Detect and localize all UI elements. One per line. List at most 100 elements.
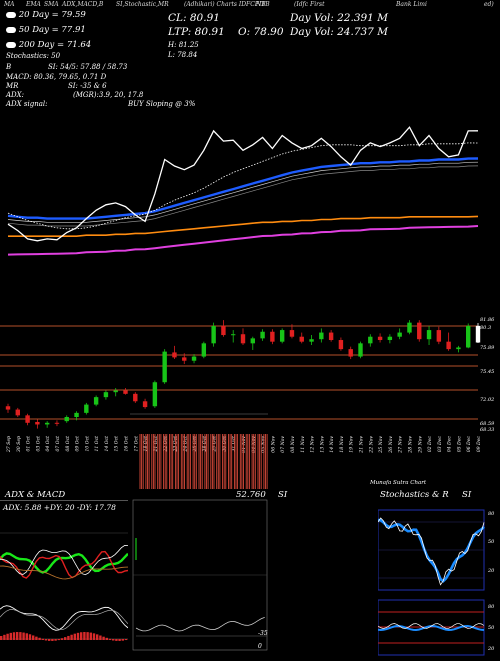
candle-body bbox=[358, 343, 363, 357]
day-volume: Day Vol: 22.391 M bbox=[290, 12, 388, 24]
date-label: 17 Oct bbox=[133, 436, 139, 452]
adx-legend: (MGR):3.9, 20, 17.8 bbox=[73, 91, 144, 99]
candle-body bbox=[466, 325, 471, 348]
footer-note: Munafa Sutra Chart bbox=[370, 480, 427, 486]
rsi-signal-line bbox=[378, 623, 485, 629]
volume-chart bbox=[139, 434, 268, 489]
candle-body bbox=[426, 330, 432, 340]
macd-histogram-bar bbox=[102, 636, 105, 640]
mid-zero-label: 0 bbox=[258, 643, 262, 650]
rsi-level-label: 20 bbox=[487, 646, 495, 652]
date-label: 03 Oct bbox=[35, 436, 41, 452]
adx-panel-title: ADX & MACD bbox=[5, 490, 66, 500]
rsi-level-label: 50 bbox=[488, 625, 495, 631]
ma50-legend: 50 Day = 77.91 bbox=[6, 25, 86, 35]
macd-histogram-bar bbox=[76, 632, 80, 640]
header-item: ed) bbox=[484, 1, 494, 8]
date-label: 21 Oct bbox=[153, 436, 159, 453]
envelope-line bbox=[7, 161, 479, 223]
macd-histogram-bar bbox=[70, 634, 73, 640]
candle-body bbox=[270, 331, 275, 342]
macd-histogram-bar bbox=[64, 637, 67, 640]
macd-histogram-bar bbox=[16, 632, 19, 640]
macd-histogram-bar bbox=[57, 639, 60, 641]
macd-histogram-bar bbox=[25, 633, 28, 640]
close-price-line bbox=[7, 126, 479, 242]
macd-histogram-bar bbox=[54, 639, 57, 641]
ma20-swatch bbox=[6, 11, 16, 18]
candle-body bbox=[15, 409, 20, 416]
candle-body bbox=[93, 397, 99, 405]
date-label: 06 Nov bbox=[270, 436, 276, 453]
header-item: ADX,MACD,B bbox=[62, 1, 104, 8]
macd-histogram-bar bbox=[22, 632, 25, 640]
header-ma: MA bbox=[4, 1, 15, 8]
adx-tag: ADX: bbox=[6, 91, 25, 99]
date-label: 07 Oct bbox=[55, 436, 61, 452]
ltp-price: LTP: 80.91 bbox=[168, 26, 225, 38]
ma200-legend: 200 Day = 71.64 bbox=[6, 40, 91, 50]
mid-line bbox=[135, 617, 265, 632]
header-item: EMA bbox=[26, 1, 41, 8]
date-label: 08 Nov bbox=[290, 436, 296, 453]
candle-body bbox=[182, 357, 187, 361]
price-label: 81.86 bbox=[480, 317, 495, 323]
macd-histogram-bar bbox=[44, 639, 48, 641]
macd-histogram-bar bbox=[73, 633, 76, 640]
date-label: 13 Nov bbox=[319, 436, 325, 453]
candle-body bbox=[397, 332, 402, 337]
macd-histogram-bar bbox=[80, 632, 83, 640]
rsi-level-label: 80 bbox=[488, 604, 495, 610]
avg-volume: Day Vol: 24.737 M bbox=[290, 26, 388, 38]
macd-histogram-bar bbox=[108, 638, 112, 640]
open-price: O: 78.90 bbox=[238, 26, 284, 38]
mid-lines: -35 0 bbox=[132, 499, 268, 651]
candle-body bbox=[74, 412, 79, 418]
adx-readout: ADX: 5.88 +DY: 20 -DY: 17.78 bbox=[3, 503, 116, 512]
price-label: 75.89 bbox=[480, 345, 495, 351]
candle-body bbox=[44, 422, 50, 425]
chart-header: MA EMA SMA ADX,MACD,B SI,Stochastic,MR (… bbox=[4, 1, 500, 9]
date-label: 25 Nov bbox=[378, 436, 384, 454]
price-label: 75.45 bbox=[480, 369, 494, 375]
date-label: 11 Nov bbox=[300, 436, 306, 453]
candle-body bbox=[299, 336, 304, 342]
date-label: 02 Dec bbox=[427, 436, 433, 453]
stoch-legend: Stochastics: 50 bbox=[6, 52, 61, 60]
adx-panel: ADX: 5.88 +DY: 20 -DY: 17.78 bbox=[0, 500, 128, 661]
date-label: 14 Oct bbox=[104, 436, 110, 452]
stoch-level-label: 20 bbox=[487, 568, 495, 574]
candle-body bbox=[436, 330, 442, 342]
candle-body bbox=[260, 331, 265, 339]
ma200-swatch bbox=[6, 41, 16, 48]
candle-body bbox=[152, 382, 158, 407]
header-item: NTB bbox=[256, 1, 270, 8]
price-label: 68.59 bbox=[480, 421, 495, 427]
mr-legend: SI: -35 & 6 bbox=[68, 82, 107, 90]
candle-body bbox=[191, 356, 197, 361]
ma200-label: 200 Day = 71.64 bbox=[18, 40, 92, 50]
candle-body bbox=[172, 352, 177, 358]
ma20-line bbox=[7, 142, 479, 230]
macd-histogram-bar bbox=[35, 636, 38, 640]
legend-block: 20 Day = 79.59 50 Day = 77.91 200 Day = … bbox=[6, 10, 246, 108]
date-label: 22 Nov bbox=[368, 436, 374, 454]
adx-lines bbox=[0, 532, 128, 641]
candle-body bbox=[142, 401, 148, 408]
header-item: Bank Limi bbox=[396, 1, 427, 8]
macd-histogram-bar bbox=[48, 639, 51, 641]
magenta-ma-line bbox=[7, 225, 479, 256]
mid-readout: SI bbox=[278, 490, 288, 500]
ma20-label: 20 Day = 79.59 bbox=[18, 10, 86, 20]
candle-body bbox=[123, 390, 128, 394]
mid-bottom-label: -35 bbox=[258, 630, 268, 637]
candle-body bbox=[348, 349, 353, 357]
adx-signal: BUY Sloping @ 3% bbox=[128, 100, 196, 108]
macd-histogram-bar bbox=[9, 632, 12, 640]
candle-body bbox=[201, 343, 207, 357]
candle-body bbox=[407, 322, 412, 333]
date-label: 06 Dec bbox=[466, 436, 472, 453]
candle-body bbox=[377, 336, 383, 341]
rsi-frame bbox=[378, 599, 485, 656]
